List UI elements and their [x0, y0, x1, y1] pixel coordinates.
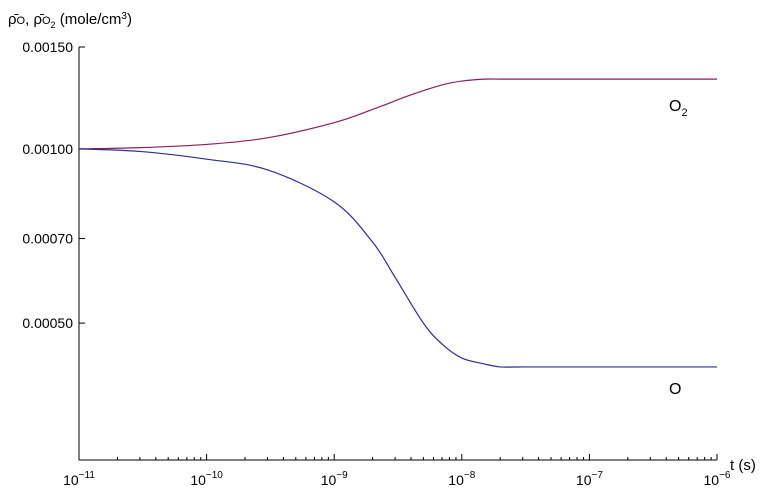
series-label-o2: O2	[669, 98, 688, 119]
y-tick-label: 0.00150	[22, 39, 73, 55]
series-line-o2	[78, 78, 717, 150]
series-layer	[78, 78, 717, 368]
x-tick-label: 10−6	[704, 470, 731, 488]
series-labels: O2 O	[669, 98, 688, 398]
y-tick-label: 0.00070	[22, 231, 73, 247]
x-tick-label: 10−9	[321, 470, 348, 488]
axes: 0.00150 0.00100 0.00070 0.00050 10−11 10−10 10…	[22, 39, 731, 488]
y-tick-label: 0.00100	[22, 141, 73, 157]
series-label-o: O	[669, 381, 681, 398]
y-tick-label: 0.00050	[22, 315, 73, 331]
series-line-o	[78, 148, 717, 368]
y-axis-label: ρ̄O, ρ̄O2 (mole/cm3)	[8, 11, 132, 30]
x-tick-label: 10−11	[63, 470, 95, 488]
x-tick-label: 10−7	[576, 470, 603, 488]
x-tick-label: 10−8	[448, 470, 475, 488]
x-axis-label: t (s)	[730, 457, 756, 474]
x-tick-label: 10−10	[190, 470, 223, 488]
